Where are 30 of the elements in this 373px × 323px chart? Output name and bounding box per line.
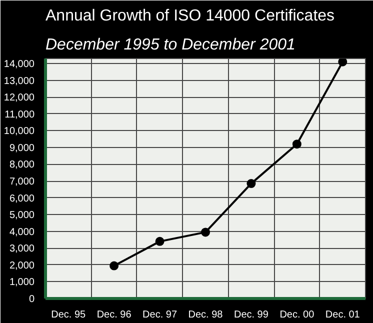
x-tick-label: Dec. 00 [280, 310, 315, 320]
y-tick-label: 0 [28, 294, 35, 305]
chart-title: Annual Growth of ISO 14000 Certificates [46, 8, 335, 24]
y-tick-label: 5,000 [9, 210, 35, 222]
point [338, 58, 348, 66]
y-tick-label: 6,000 [9, 193, 35, 204]
y-tick-label: 1,000 [9, 277, 35, 288]
y-tick-label: 11,000 [4, 109, 35, 120]
x-tick-label: Dec. 98 [188, 310, 224, 320]
y-tick-label: 13,000 [4, 76, 35, 87]
y-tick-label: 7,000 [9, 176, 35, 188]
point [292, 140, 302, 149]
y-tick-label: 14,000 [4, 59, 35, 70]
y-tick-label: 4,000 [9, 226, 35, 238]
x-tick-label: Dec. 95 [51, 310, 86, 320]
chart-subtitle: December 1995 to December 2001 [46, 36, 296, 54]
x-tick-label: Dec. 96 [96, 310, 132, 320]
point [110, 261, 119, 270]
y-tick-label: 8,000 [9, 160, 35, 171]
point [155, 236, 164, 246]
x-tick-label: Dec. 99 [234, 310, 269, 320]
y-tick-label: 2,000 [9, 260, 35, 272]
x-tick-label: Dec. 01 [325, 310, 360, 320]
y-tick-label: 9,000 [9, 142, 35, 154]
point [201, 228, 210, 237]
y-tick-label: 3,000 [9, 244, 35, 255]
y-tick-label: 12,000 [4, 92, 35, 104]
point [246, 179, 256, 188]
y-tick-label: 10,000 [4, 126, 35, 138]
x-tick-label: Dec. 97 [142, 310, 178, 320]
